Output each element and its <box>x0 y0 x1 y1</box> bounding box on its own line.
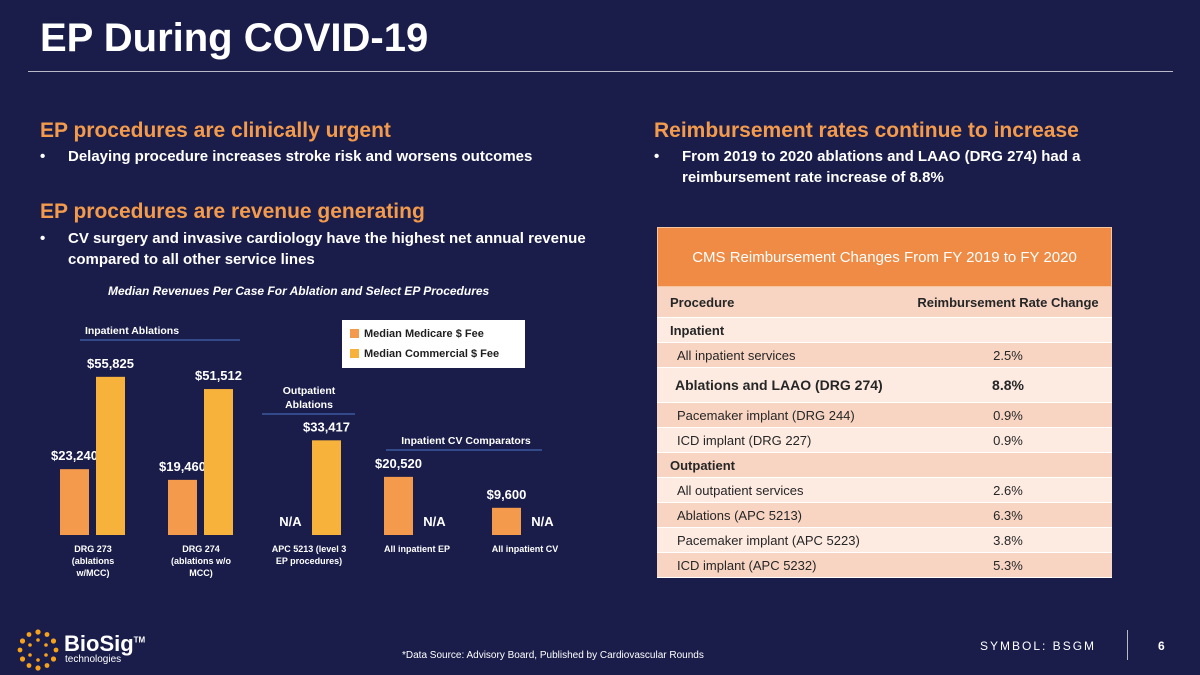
bar-commercial-2 <box>312 440 341 535</box>
section-inpatient: Inpatient <box>657 317 1112 343</box>
data-label: $33,417 <box>303 419 350 434</box>
col-procedure: Procedure <box>657 287 904 318</box>
bullet-net-revenue: CV surgery and invasive cardiology have … <box>40 228 588 270</box>
group-label-outpatient-1: Outpatient <box>283 385 336 397</box>
heading-clinically-urgent: EP procedures are clinically urgent <box>40 119 391 142</box>
table-title: CMS Reimbursement Changes From FY 2019 t… <box>657 227 1112 287</box>
group-label-inpatient-ablations: Inpatient Ablations <box>85 325 179 337</box>
table-row: Ablations (APC 5213) 6.3% <box>657 502 1112 528</box>
category-label: MCC) <box>189 568 213 578</box>
data-label-na: N/A <box>531 514 554 529</box>
category-label: DRG 274 <box>182 544 220 554</box>
page-title: EP During COVID-19 <box>40 16 429 60</box>
legend-swatch-commercial <box>350 349 359 358</box>
logo-trademark: TM <box>133 635 146 645</box>
table-row: ICD implant (DRG 227) 0.9% <box>657 427 1112 453</box>
change-cell: 2.6% <box>904 477 1112 503</box>
data-label: $51,512 <box>195 368 242 383</box>
data-label: $19,460 <box>159 459 206 474</box>
bar-commercial-1 <box>204 389 233 535</box>
category-label: All inpatient CV <box>492 544 559 554</box>
bar-medicare-1 <box>168 479 197 535</box>
change-cell: 5.3% <box>904 552 1112 578</box>
heading-reimbursement-increase: Reimbursement rates continue to increase <box>654 119 1079 142</box>
bullet-reimbursement-increase: From 2019 to 2020 ablations and LAAO (DR… <box>654 146 1152 188</box>
category-label: EP procedures) <box>276 556 342 566</box>
title-divider <box>28 71 1173 72</box>
category-label: APC 5213 (level 3 <box>272 544 347 554</box>
legend-label-commercial: Median Commercial $ Fee <box>364 348 499 360</box>
bullet-stroke-risk: Delaying procedure increases stroke risk… <box>40 146 628 167</box>
table-row: ICD implant (APC 5232) 5.3% <box>657 552 1112 578</box>
procedure-cell: Ablations (APC 5213) <box>657 502 904 528</box>
bar-medicare-3 <box>384 476 413 535</box>
table-row-highlight: Ablations and LAAO (DRG 274) 8.8% <box>657 367 1112 403</box>
procedure-cell: Pacemaker implant (DRG 244) <box>657 402 904 428</box>
section-outpatient: Outpatient <box>657 452 1112 478</box>
chart-title: Median Revenues Per Case For Ablation an… <box>108 284 490 298</box>
table-row: All outpatient services 2.6% <box>657 477 1112 503</box>
table-row: Pacemaker implant (APC 5223) 3.8% <box>657 527 1112 553</box>
change-cell: 0.9% <box>904 402 1112 428</box>
table-row: All inpatient services 2.5% <box>657 342 1112 368</box>
group-label-inpatient-cv: Inpatient CV Comparators <box>401 435 531 447</box>
section-label: Inpatient <box>657 317 904 343</box>
procedure-cell: ICD implant (APC 5232) <box>657 552 904 578</box>
data-label: $55,825 <box>87 356 134 371</box>
category-label: DRG 273 <box>74 544 112 554</box>
legend-label-medicare: Median Medicare $ Fee <box>364 328 484 340</box>
category-label: All inpatient EP <box>384 544 450 554</box>
revenue-bar-chart: Inpatient Ablations Outpatient Ablations… <box>51 320 559 578</box>
ticker-symbol: SYMBOL: BSGM <box>980 639 1097 653</box>
procedure-cell: All inpatient services <box>657 342 904 368</box>
data-label-na: N/A <box>279 514 302 529</box>
category-label: (ablations w/o <box>171 556 232 566</box>
bar-commercial-0 <box>96 376 125 535</box>
data-source-note: *Data Source: Advisory Board, Published … <box>402 650 704 661</box>
logo-wordmark: BioSigTM <box>64 631 146 656</box>
bar-medicare-0 <box>60 469 89 535</box>
section-label: Outpatient <box>657 452 904 478</box>
data-label: $23,240 <box>51 448 98 463</box>
data-label: $20,520 <box>375 456 422 471</box>
procedure-cell: All outpatient services <box>657 477 904 503</box>
reimbursement-table: CMS Reimbursement Changes From FY 2019 t… <box>657 227 1112 578</box>
change-cell: 0.9% <box>904 427 1112 453</box>
procedure-cell: ICD implant (DRG 227) <box>657 427 904 453</box>
category-label: (ablations <box>72 556 115 566</box>
page-number: 6 <box>1158 639 1165 653</box>
table-header-row: Procedure Reimbursement Rate Change <box>657 287 1112 318</box>
data-label: $9,600 <box>487 487 527 502</box>
col-change: Reimbursement Rate Change <box>904 287 1112 318</box>
change-cell: 2.5% <box>904 342 1112 368</box>
change-cell: 8.8% <box>904 367 1112 403</box>
legend-swatch-medicare <box>350 329 359 338</box>
category-label: w/MCC) <box>76 568 110 578</box>
chart-legend: Median Medicare $ Fee Median Commercial … <box>342 320 525 368</box>
legend-box <box>342 320 525 368</box>
heading-revenue-generating: EP procedures are revenue generating <box>40 200 425 223</box>
table-row: Pacemaker implant (DRG 244) 0.9% <box>657 402 1112 428</box>
logo-subtitle: technologies <box>65 654 122 665</box>
footer-divider <box>1127 630 1128 660</box>
procedure-cell: Pacemaker implant (APC 5223) <box>657 527 904 553</box>
procedure-cell: Ablations and LAAO (DRG 274) <box>657 367 904 403</box>
biosig-logo-icon <box>17 629 59 671</box>
change-cell: 3.8% <box>904 527 1112 553</box>
group-label-outpatient-2: Ablations <box>285 399 333 411</box>
data-label-na: N/A <box>423 514 446 529</box>
bar-medicare-4 <box>492 507 521 535</box>
change-cell: 6.3% <box>904 502 1112 528</box>
